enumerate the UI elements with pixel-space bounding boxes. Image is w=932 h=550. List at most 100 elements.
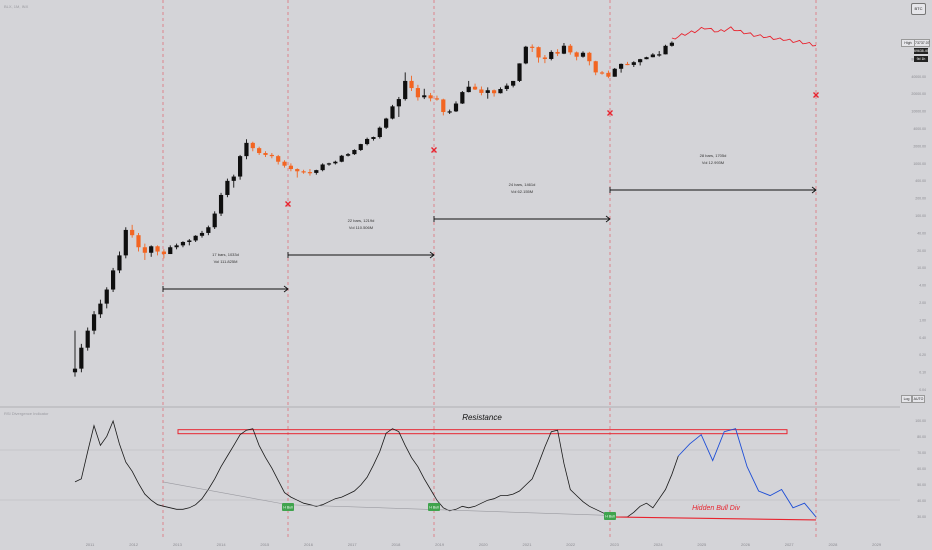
candle-body: [244, 142, 249, 157]
candle-body: [307, 172, 313, 174]
price-axis-tick: 20000.00: [911, 92, 926, 96]
candle-body: [85, 330, 90, 348]
candle-body: [619, 63, 624, 69]
price-axis-tick: 400.00: [915, 179, 926, 183]
candle-body: [174, 245, 179, 248]
candle-body: [587, 52, 592, 62]
price-axis-tick: 1000.00: [913, 162, 926, 166]
rsi-projection-line: [677, 428, 817, 518]
resistance-label: Resistance: [462, 413, 502, 422]
candle-body: [238, 156, 243, 177]
x-axis-tick: 2016: [304, 542, 314, 547]
hidden-bull-div-line: [609, 516, 817, 521]
range-label-bars-0: 17 bars, 1033d: [212, 252, 239, 257]
candle-body: [371, 137, 376, 139]
x-axis-tick: 2029: [872, 542, 882, 547]
candle-body: [511, 80, 516, 86]
candle-body: [612, 68, 617, 77]
price-axis-tick: 4000.00: [913, 127, 926, 131]
candle-body: [415, 88, 420, 98]
candle-body: [485, 90, 490, 93]
bull-tag-0: [282, 503, 294, 511]
candle-body: [358, 144, 363, 150]
candle-body: [257, 148, 262, 154]
candle-body: [130, 229, 135, 236]
candle-body: [409, 80, 414, 89]
countdown-tag: 9d 1h: [914, 56, 928, 62]
candle-body: [384, 118, 389, 128]
candle-body: [650, 54, 655, 58]
candle-body: [422, 95, 427, 98]
candle-body: [549, 51, 554, 59]
candle-body: [523, 46, 528, 64]
candle-body: [282, 161, 287, 166]
candle-body: [314, 170, 319, 173]
candle-body: [269, 154, 274, 157]
price-axis-tick: 10000.00: [911, 110, 926, 114]
candle-body: [168, 247, 173, 255]
candle-body: [161, 251, 166, 255]
x-axis-tick: 2026: [741, 542, 751, 547]
candle-body: [288, 165, 293, 170]
indicator-title: RSI Divergence Indicator: [4, 411, 49, 416]
x-axis-tick: 2022: [566, 542, 576, 547]
candle-body: [530, 46, 535, 48]
rsi-axis-tick: 50.00: [917, 483, 926, 487]
candle-body: [206, 227, 211, 233]
candle-body: [453, 103, 459, 112]
price-axis-tick: 10.00: [917, 266, 926, 270]
candle-body: [498, 89, 503, 94]
x-axis-tick: 2019: [435, 542, 445, 547]
log-button[interactable]: Log: [901, 395, 912, 403]
candle-body: [377, 127, 382, 138]
candle-body: [136, 235, 141, 248]
candle-body: [593, 61, 598, 73]
auto-button[interactable]: AUTO: [912, 395, 925, 403]
candle-body: [568, 45, 573, 53]
candle-body: [155, 246, 160, 252]
bull-tag-label-1: H Bull: [429, 506, 439, 510]
x-axis-tick: 2023: [610, 542, 620, 547]
candle-body: [365, 138, 370, 145]
candle-body: [638, 59, 643, 63]
rsi-axis-tick: 80.00: [917, 435, 926, 439]
candle-body: [250, 142, 255, 149]
range-label-vol-0: Vol 111.825M: [214, 259, 238, 264]
candle-body: [669, 42, 674, 46]
candle-body: [79, 347, 84, 369]
ticker-button[interactable]: BTC: [911, 3, 926, 15]
price-axis-tick: 200.00: [915, 197, 926, 201]
price-axis-tick: 40000.00: [911, 75, 926, 79]
candle-body: [301, 171, 306, 173]
divergence-line-1: [162, 481, 289, 506]
range-label-bars-1: 22 bars, 1219d: [348, 218, 375, 223]
range-arrow-head-3: [811, 186, 817, 194]
candle-body: [123, 229, 128, 256]
bull-tag-label-2: H Bull: [605, 515, 615, 519]
range-label-vol-3: Vol 12.993M: [702, 160, 724, 165]
price-axis-tick: 0.20: [919, 353, 926, 357]
bull-tag-label-0: H Bull: [283, 506, 293, 510]
candle-body: [466, 86, 471, 93]
range-label-vol-2: Vol 62.155M: [511, 189, 533, 194]
cycle-marker-0: [285, 201, 291, 207]
x-axis-tick: 2011: [86, 542, 95, 547]
candle-body: [339, 155, 344, 162]
candle-body: [98, 303, 103, 315]
x-axis-tick: 2015: [260, 542, 270, 547]
candle-body: [631, 62, 636, 65]
divergence-line-2: [287, 504, 611, 516]
candle-body: [199, 232, 205, 236]
x-axis-tick: 2027: [785, 542, 795, 547]
candle-body: [536, 47, 541, 58]
candle-body: [403, 80, 408, 100]
rsi-axis-tick: 60.00: [917, 467, 926, 471]
candle-body: [352, 149, 357, 155]
candle-body: [111, 270, 116, 290]
price-axis-tick: 20.00: [917, 249, 926, 253]
x-axis-tick: 2012: [129, 542, 139, 547]
x-axis-tick: 2018: [391, 542, 401, 547]
candle-body: [396, 99, 401, 107]
price-axis-tick: 2.00: [919, 301, 926, 305]
